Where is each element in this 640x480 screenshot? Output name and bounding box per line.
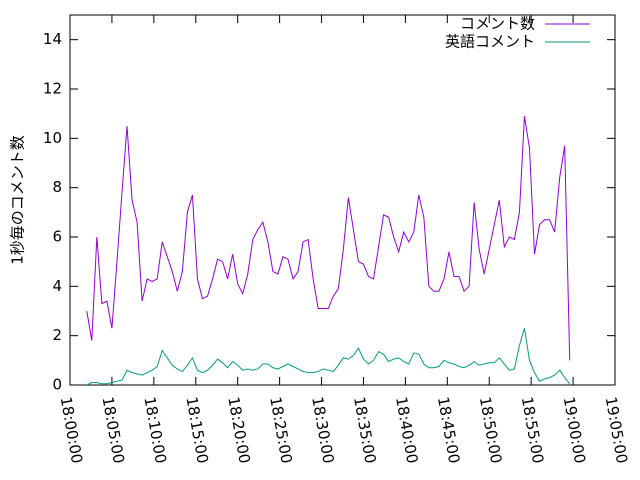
x-tick-label: 18:15:00 <box>182 395 211 464</box>
x-tick-label: 18:00:00 <box>57 395 86 464</box>
x-tick-label: 18:25:00 <box>266 395 295 464</box>
x-tick-label: 18:45:00 <box>434 395 463 464</box>
plot-frame <box>69 14 616 386</box>
x-tick-label: 18:35:00 <box>350 395 379 464</box>
x-tick-label: 18:05:00 <box>99 395 128 464</box>
x-tick-label: 19:05:00 <box>602 395 631 464</box>
y-tick-label: 8 <box>52 178 62 196</box>
x-tick-label: 18:10:00 <box>140 395 169 464</box>
y-axis-label: 1秒毎のコメント数 <box>9 135 27 265</box>
y-tick-label: 0 <box>52 376 62 394</box>
y-tick-label: 12 <box>43 80 62 98</box>
y-tick-label: 4 <box>52 277 62 295</box>
x-tick-label: 18:20:00 <box>224 395 253 464</box>
x-tick-label: 18:30:00 <box>308 395 337 464</box>
y-tick-label: 10 <box>43 129 62 147</box>
x-tick-label: 18:55:00 <box>518 395 547 464</box>
legend-label: コメント数 <box>460 15 535 33</box>
y-tick-label: 14 <box>43 30 62 48</box>
x-tick-label: 18:40:00 <box>392 395 421 464</box>
y-tick-label: 6 <box>52 228 62 246</box>
x-tick-label: 19:00:00 <box>560 395 589 464</box>
series-line <box>86 328 571 386</box>
series-line <box>86 116 571 361</box>
y-tick-label: 2 <box>52 326 62 344</box>
x-tick-label: 18:50:00 <box>476 395 505 464</box>
legend-label: 英語コメント <box>445 33 535 51</box>
